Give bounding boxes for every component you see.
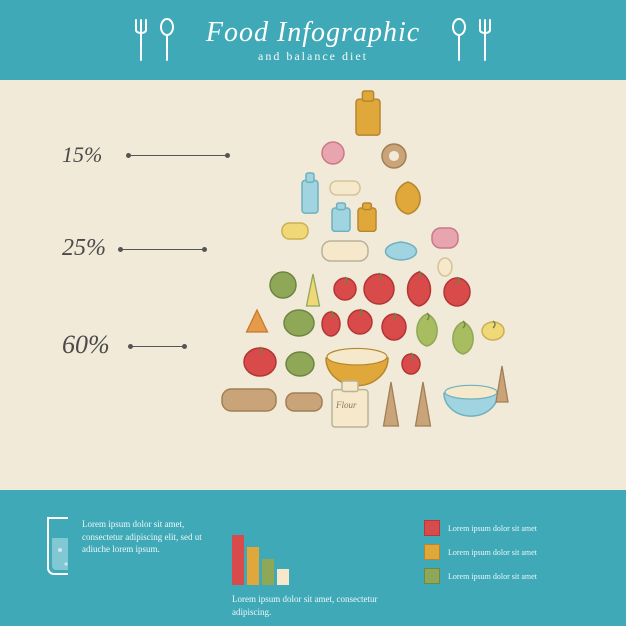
yogurt-icon: [320, 238, 370, 269]
cupcake-icon: [320, 140, 346, 171]
pyramid-percent-label: 60%: [62, 330, 110, 360]
connector-line: [130, 346, 185, 347]
juice-box-icon: [356, 202, 378, 237]
flour-label: Flour: [336, 400, 357, 410]
chart-text: Lorem ipsum dolor sit amet, consectetur …: [232, 593, 394, 618]
chart-section: Lorem ipsum dolor sit amet, consectetur …: [232, 510, 394, 606]
donut-icon: [380, 142, 408, 175]
legend-section: Lorem ipsum dolor sit amet Lorem ipsum do…: [424, 510, 586, 606]
legend-swatch: [424, 520, 440, 536]
spoon-icon: [158, 18, 176, 62]
page-title: Food Infographic: [206, 17, 420, 49]
corn-icon: [300, 272, 326, 313]
fork-icon: [476, 18, 494, 62]
footer: Lorem ipsum dolor sit amet, consectetur …: [0, 490, 626, 626]
legend-text: Lorem ipsum dolor sit amet: [448, 572, 537, 581]
legend-item: Lorem ipsum dolor sit amet: [424, 520, 586, 536]
pyramid-percent-label: 15%: [62, 142, 102, 168]
water-glass-icon: [40, 510, 68, 580]
legend-swatch: [424, 568, 440, 584]
pear2-icon: [448, 320, 478, 361]
lettuce-icon: [282, 308, 316, 343]
cherry3-icon: [400, 352, 422, 381]
steak-icon: [430, 225, 460, 256]
bread-roll-icon: [284, 390, 324, 419]
lemon-icon: [480, 320, 506, 347]
cheese-icon: [280, 220, 310, 247]
water-text: Lorem ipsum dolor sit amet, consectetur …: [82, 518, 202, 556]
legend-swatch: [424, 544, 440, 560]
cherries-icon: [442, 276, 472, 313]
broccoli-icon: [268, 270, 298, 305]
header: Food Infographic and balance diet: [0, 0, 626, 80]
chart-bar: [262, 559, 274, 585]
chart-bar: [277, 569, 289, 585]
utensils-right: [450, 18, 494, 62]
legend-item: Lorem ipsum dolor sit amet: [424, 544, 586, 560]
fork-icon: [132, 18, 150, 62]
bar-chart: [232, 525, 394, 585]
milk-carton-icon: [330, 202, 352, 237]
legend-text: Lorem ipsum dolor sit amet: [448, 524, 537, 533]
pear-green-icon: [412, 312, 442, 353]
apple2-icon: [346, 308, 374, 341]
wheat1-icon: [376, 380, 406, 433]
chopsticks-icon: [490, 364, 514, 409]
milk-bottle-icon: [300, 172, 320, 219]
pepper-icon: [320, 310, 342, 343]
strawberry-icon: [402, 270, 436, 313]
butter-icon: [328, 178, 362, 203]
oil-bottle-icon: [354, 90, 382, 141]
legend-text: Lorem ipsum dolor sit amet: [448, 548, 537, 557]
pyramid-area: 15% 25% 60% Flour: [0, 80, 626, 490]
greens-icon: [284, 350, 316, 383]
wheat2-icon: [408, 380, 438, 433]
utensils-left: [132, 18, 176, 62]
fish-icon: [378, 240, 424, 267]
tomato-big-icon: [242, 346, 278, 383]
pyramid-percent-label: 25%: [62, 235, 106, 262]
carrot-icon: [236, 308, 278, 339]
bread-loaf-icon: [220, 386, 278, 419]
chicken-leg-icon: [390, 180, 426, 221]
page-subtitle: and balance diet: [206, 49, 420, 64]
tomato-small-icon: [332, 276, 358, 307]
legend-item: Lorem ipsum dolor sit amet: [424, 568, 586, 584]
chart-bar: [247, 547, 259, 585]
spoon-icon: [450, 18, 468, 62]
chart-bar: [232, 535, 244, 585]
food-pyramid: Flour: [180, 80, 540, 480]
water-section: Lorem ipsum dolor sit amet, consectetur …: [40, 510, 202, 606]
apple-icon: [362, 272, 396, 311]
